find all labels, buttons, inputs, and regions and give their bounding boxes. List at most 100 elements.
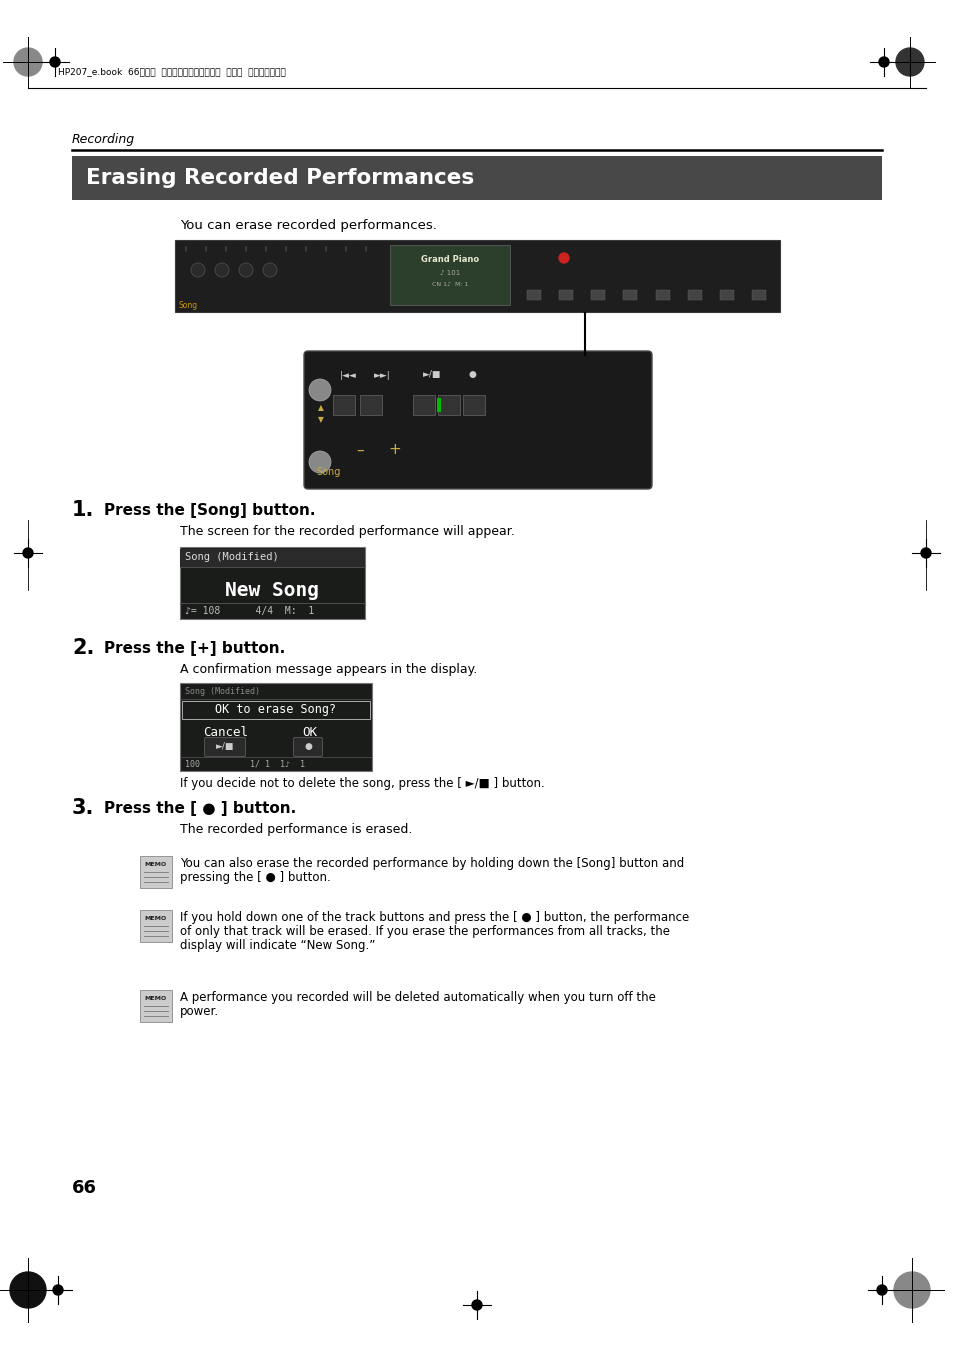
Text: 2.: 2. [71, 638, 94, 658]
Text: CN 1♪  M: 1: CN 1♪ M: 1 [432, 282, 468, 288]
Text: You can erase recorded performances.: You can erase recorded performances. [180, 219, 436, 231]
Text: ●: ● [304, 743, 312, 751]
Bar [180, 684, 372, 771]
Circle shape [309, 380, 331, 401]
Text: MEMO: MEMO [145, 997, 167, 1001]
Circle shape [920, 549, 930, 558]
Circle shape [239, 263, 253, 277]
Text: ▲: ▲ [317, 404, 324, 412]
Text: of only that track will be erased. If you erase the performances from all tracks: of only that track will be erased. If yo… [180, 925, 669, 939]
Text: |: | [224, 246, 226, 251]
Text: |◄◄: |◄◄ [339, 370, 356, 380]
Text: Press the [Song] button.: Press the [Song] button. [104, 503, 315, 517]
Text: Song (Modified): Song (Modified) [185, 688, 260, 697]
Text: If you decide not to delete the song, press the [ ►/■ ] button.: If you decide not to delete the song, pr… [180, 777, 544, 790]
Text: |: | [244, 246, 246, 251]
Text: ♪ 101: ♪ 101 [439, 270, 459, 276]
Circle shape [10, 1273, 46, 1308]
Circle shape [309, 451, 331, 473]
Text: 100          1/ 1  1♪  1: 100 1/ 1 1♪ 1 [185, 759, 305, 769]
Text: 66: 66 [71, 1179, 97, 1197]
Bar [462, 394, 484, 415]
Text: OK to erase Song?: OK to erase Song? [215, 704, 336, 716]
Bar [437, 394, 459, 415]
Bar [180, 549, 365, 567]
Text: MEMO: MEMO [145, 862, 167, 867]
Bar [333, 394, 355, 415]
Text: |: | [344, 246, 346, 251]
Text: display will indicate “New Song.”: display will indicate “New Song.” [180, 939, 375, 952]
Bar [436, 399, 440, 412]
Text: 3.: 3. [71, 798, 94, 817]
Bar [71, 155, 882, 200]
Bar [558, 290, 573, 300]
Circle shape [472, 1300, 481, 1310]
Bar [390, 245, 510, 305]
FancyBboxPatch shape [204, 738, 245, 757]
Bar [359, 394, 381, 415]
Text: ▼: ▼ [317, 416, 324, 424]
Text: |: | [284, 246, 286, 251]
Text: |: | [264, 246, 266, 251]
Bar [140, 990, 172, 1021]
Text: A performance you recorded will be deleted automatically when you turn off the: A performance you recorded will be delet… [180, 992, 656, 1005]
Text: OK: OK [302, 727, 317, 739]
Text: Cancel: Cancel [203, 727, 248, 739]
Text: 1.: 1. [71, 500, 94, 520]
Text: The screen for the recorded performance will appear.: The screen for the recorded performance … [180, 526, 515, 539]
Circle shape [263, 263, 276, 277]
Text: pressing the [ ● ] button.: pressing the [ ● ] button. [180, 871, 331, 885]
Bar [182, 701, 370, 719]
Text: |: | [364, 246, 366, 251]
Bar [174, 240, 780, 312]
Text: ►/■: ►/■ [215, 743, 233, 751]
Text: A confirmation message appears in the display.: A confirmation message appears in the di… [180, 663, 476, 677]
Circle shape [893, 1273, 929, 1308]
FancyBboxPatch shape [304, 351, 651, 489]
Text: Recording: Recording [71, 134, 135, 146]
Bar [413, 394, 435, 415]
Text: –: – [355, 443, 363, 458]
Text: ●: ● [468, 370, 476, 380]
Bar [526, 290, 540, 300]
Text: MEMO: MEMO [145, 916, 167, 921]
Text: power.: power. [180, 1005, 219, 1019]
Bar [655, 290, 669, 300]
Bar [140, 857, 172, 888]
Circle shape [53, 1285, 63, 1296]
Circle shape [895, 49, 923, 76]
Text: |: | [204, 246, 206, 251]
Text: The recorded performance is erased.: The recorded performance is erased. [180, 824, 412, 836]
Bar [687, 290, 701, 300]
Text: HP207_e.book  66ページ  ２００６年１２月２５日  月曜日  午前９晏５２分: HP207_e.book 66ページ ２００６年１２月２５日 月曜日 午前９晏５… [58, 68, 286, 77]
Text: Song (Modified): Song (Modified) [185, 553, 278, 562]
Text: Grand Piano: Grand Piano [420, 254, 478, 263]
Text: Press the [ ● ] button.: Press the [ ● ] button. [104, 801, 296, 816]
Text: Press the [+] button.: Press the [+] button. [104, 640, 285, 655]
Bar [180, 547, 365, 619]
Text: +: + [388, 443, 401, 458]
Text: If you hold down one of the track buttons and press the [ ● ] button, the perfor: If you hold down one of the track button… [180, 912, 688, 924]
Text: Erasing Recorded Performances: Erasing Recorded Performances [86, 168, 474, 188]
Text: Song: Song [179, 301, 198, 311]
Text: |: | [184, 246, 186, 251]
Text: |: | [304, 246, 306, 251]
Text: You can also erase the recorded performance by holding down the [Song] button an: You can also erase the recorded performa… [180, 858, 683, 870]
Text: ♪= 108      4/4  M:  1: ♪= 108 4/4 M: 1 [185, 607, 314, 616]
Text: Song: Song [315, 467, 340, 477]
Bar [751, 290, 765, 300]
Bar [591, 290, 604, 300]
Circle shape [214, 263, 229, 277]
Circle shape [878, 57, 888, 68]
Circle shape [23, 549, 33, 558]
Text: New Song: New Song [225, 581, 318, 600]
FancyBboxPatch shape [294, 738, 322, 757]
Circle shape [191, 263, 205, 277]
Text: ►/■: ►/■ [422, 370, 440, 380]
Text: ►►|: ►►| [374, 370, 390, 380]
Circle shape [558, 253, 568, 263]
Circle shape [876, 1285, 886, 1296]
Bar [140, 911, 172, 942]
Circle shape [50, 57, 60, 68]
Bar [622, 290, 637, 300]
